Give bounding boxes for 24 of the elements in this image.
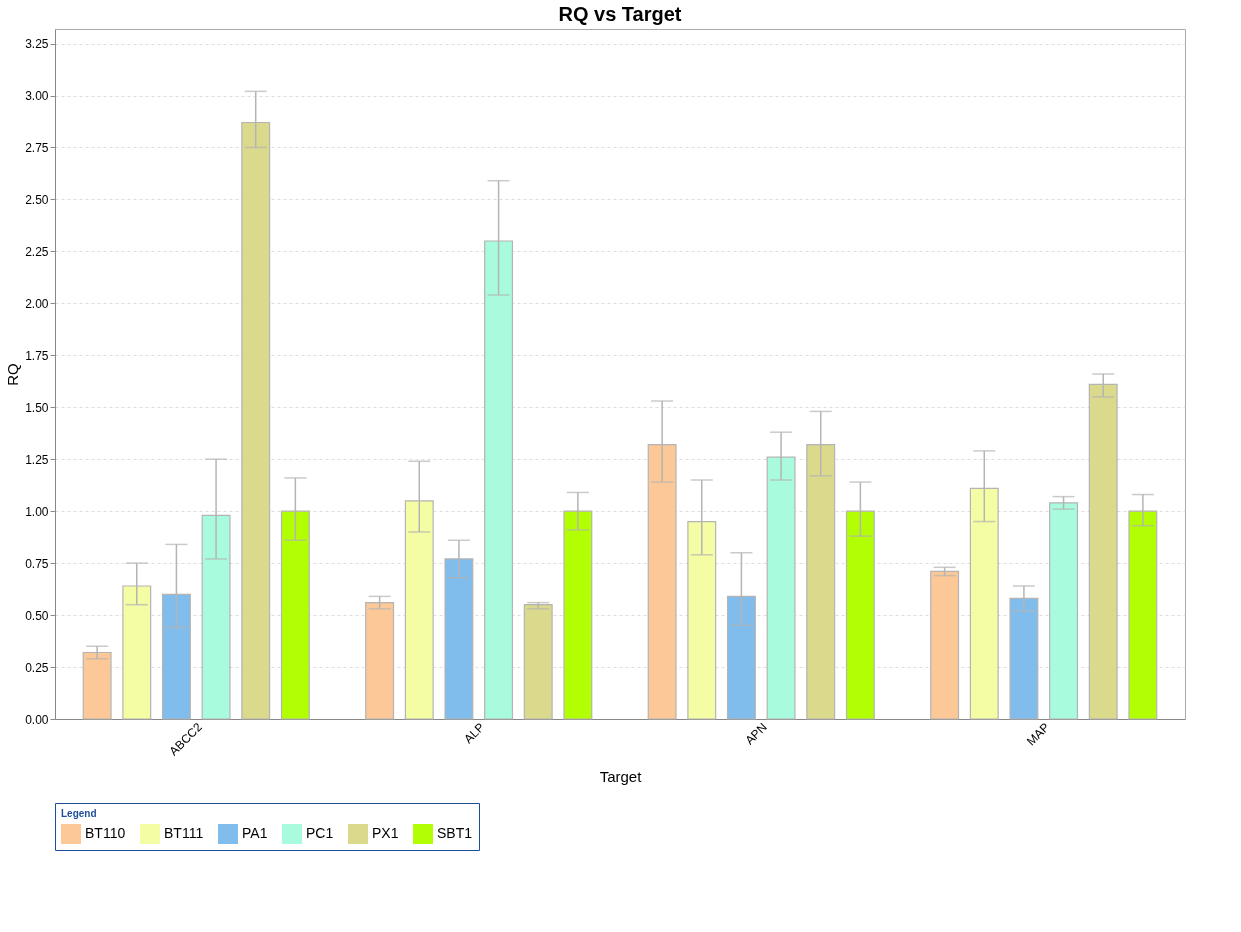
y-tick-label: 1.50 [25,400,49,415]
legend-label: PC1 [306,825,334,841]
y-tick-label: 0.00 [25,712,49,727]
y-tick-label: 0.25 [25,660,49,675]
y-tick-label: 1.00 [25,504,49,519]
y-tick-label: 1.75 [25,348,49,363]
y-tick-label: 2.25 [25,244,49,259]
y-tick-label: 3.25 [25,37,49,52]
y-tick-label: 0.50 [25,608,49,623]
legend-label: BT110 [85,825,126,841]
legend-title: Legend [61,808,97,819]
y-tick-label: 2.00 [25,296,49,311]
y-tick-label: 2.75 [25,140,49,155]
x-axis-title: Target [599,767,643,785]
legend-label: BT111 [164,825,204,841]
y-tick-label: 1.25 [25,452,49,467]
legend-label: PX1 [372,825,399,841]
y-axis-title: RQ [4,363,22,386]
y-tick-label: 3.00 [25,89,49,104]
legend-label: PA1 [242,825,268,841]
y-tick-label: 0.75 [25,556,49,571]
legend-label: SBT1 [437,825,473,841]
chart-title: RQ vs Target [558,3,682,25]
y-tick-label: 2.50 [25,192,49,207]
